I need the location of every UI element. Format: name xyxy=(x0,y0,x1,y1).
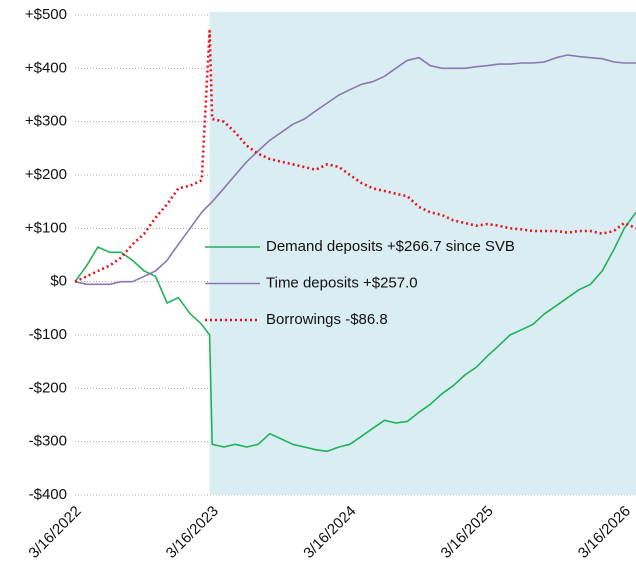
legend-label: Demand deposits +$266.7 since SVB xyxy=(266,238,515,255)
series-line xyxy=(74,54,636,286)
legend-label: Borrowings -$86.8 xyxy=(266,311,388,328)
y-tick-label: -$300 xyxy=(29,433,67,450)
x-tick-label: 3/16/2024 xyxy=(300,503,359,562)
series-line xyxy=(74,211,636,453)
y-tick-label: +$300 xyxy=(25,113,67,130)
y-tick-label: -$400 xyxy=(29,486,67,503)
y-tick-label: +$500 xyxy=(25,6,67,23)
x-tick-label: 3/16/2026 xyxy=(575,503,634,562)
series-line xyxy=(74,29,636,283)
y-tick-label: $0 xyxy=(50,273,67,290)
y-tick-label: -$100 xyxy=(29,326,67,343)
x-tick-label: 3/16/2023 xyxy=(163,503,222,562)
y-tick-label: +$100 xyxy=(25,219,67,236)
y-tick-label: +$200 xyxy=(25,166,67,183)
y-tick-label: +$400 xyxy=(25,59,67,76)
x-tick-label: 3/16/2025 xyxy=(438,503,497,562)
legend-label: Time deposits +$257.0 xyxy=(266,274,418,291)
shaded-region xyxy=(209,12,636,495)
x-tick-label: 3/16/2022 xyxy=(25,503,84,562)
y-tick-label: -$200 xyxy=(29,379,67,396)
